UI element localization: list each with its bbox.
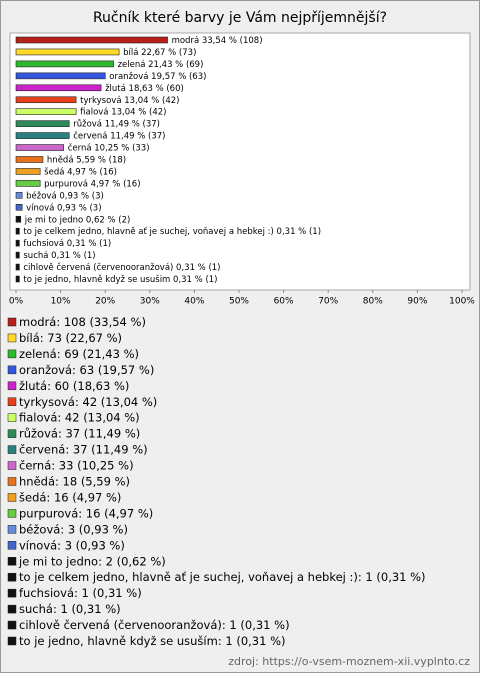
legend-swatch	[7, 445, 17, 454]
legend-label: fuchsiová: 1 (0,31 %)	[19, 586, 142, 600]
bar-label: šedá 4,97 % (16)	[44, 166, 117, 177]
source: zdroj: https://o-vsem-moznem-xii.vyplnto…	[228, 655, 470, 668]
chart-title: Ručník které barvy je Vám nejpříjemnější…	[93, 10, 387, 26]
bar	[15, 132, 70, 139]
bar-label: to je jedno, hlavně když se usušim 0,31 …	[23, 274, 217, 285]
legend-swatch	[7, 349, 17, 359]
bar-label: suchá 0,31 % (1)	[23, 251, 95, 261]
bar	[15, 192, 23, 199]
legend-label: černá: 33 (10,25 %)	[19, 459, 134, 473]
bar	[15, 144, 65, 151]
legend-label: modrá: 108 (33,54 %)	[19, 315, 146, 329]
bar	[15, 72, 106, 80]
x-tick-label: 0%	[9, 297, 24, 307]
x-tick-label: 10%	[51, 297, 71, 307]
bar	[15, 275, 20, 283]
legend-swatch	[7, 604, 17, 614]
bar-label: je mi to jedno 0,62 % (2)	[24, 215, 131, 225]
bar-label: cihlově červená (červenooranžová) 0,31 %…	[23, 262, 220, 273]
bar-label: béžová 0,93 % (3)	[26, 190, 104, 201]
x-tick-label: 40%	[184, 297, 204, 307]
bar-label: oranžová 19,57 % (63)	[109, 72, 206, 82]
legend-swatch	[7, 509, 17, 518]
x-tick-label: 30%	[140, 297, 160, 307]
bar-label: fuchsiová 0,31 % (1)	[23, 239, 111, 249]
bar-label: hnědá 5,59 % (18)	[47, 156, 126, 166]
bar	[15, 120, 70, 127]
legend-swatch	[7, 588, 17, 598]
bar	[15, 204, 23, 211]
legend-swatch	[7, 636, 17, 646]
legend-swatch	[7, 477, 17, 486]
legend-label: fialová: 42 (13,04 %)	[19, 411, 140, 425]
legend-label: červená: 37 (11,49 %)	[19, 443, 148, 457]
bar	[15, 48, 120, 56]
bar	[15, 239, 20, 247]
legend-swatch	[7, 461, 17, 470]
bar	[15, 215, 22, 223]
bar	[15, 36, 168, 44]
legend-label: béžová: 3 (0,93 %)	[19, 522, 128, 536]
bar-label: červená 11,49 % (37)	[73, 131, 165, 142]
legend-swatch	[7, 429, 17, 438]
legend-swatch	[7, 525, 17, 534]
legend-swatch	[7, 620, 17, 630]
bar-label: zelená 21,43 % (69)	[118, 60, 204, 70]
legend-label: hnědá: 18 (5,59 %)	[19, 475, 130, 489]
bar	[15, 263, 20, 271]
legend-label: bílá: 73 (22,67 %)	[19, 331, 122, 345]
bar	[15, 251, 20, 259]
legend-swatch	[7, 413, 17, 422]
bar-label: to je celkem jedno, hlavně ať je suchej,…	[23, 226, 321, 237]
bar-label: fialová 13,04 % (42)	[80, 108, 166, 118]
legend-swatch	[7, 365, 17, 375]
legend-swatch	[7, 333, 17, 343]
bar	[15, 84, 102, 92]
legend-swatch	[7, 541, 17, 550]
x-tick-label: 70%	[318, 297, 338, 307]
bar-label: modrá 33,54 % (108)	[172, 36, 263, 46]
bar	[15, 180, 41, 187]
x-tick-label: 20%	[95, 297, 115, 307]
legend-swatch	[7, 397, 17, 406]
legend-label: purpurová: 16 (4,97 %)	[19, 506, 153, 520]
bar	[15, 108, 77, 115]
legend-label: tyrkysová: 42 (13,04 %)	[19, 395, 157, 409]
legend-label: suchá: 1 (0,31 %)	[19, 602, 121, 616]
bar-label: tyrkysová 13,04 % (42)	[80, 96, 179, 106]
bar-label: purpurová 4,97 % (16)	[44, 179, 140, 189]
legend-swatch	[7, 381, 17, 391]
legend-label: vínová: 3 (0,93 %)	[19, 538, 125, 552]
x-tick-label: 50%	[229, 297, 249, 307]
bar	[15, 60, 114, 68]
bar-label: žlutá 18,63 % (60)	[105, 84, 184, 94]
legend-swatch	[7, 572, 17, 582]
legend-label: je mi to jedno: 2 (0,62 %)	[18, 554, 166, 568]
legend-swatch	[7, 317, 17, 327]
bar	[15, 156, 44, 163]
legend-swatch	[7, 493, 17, 502]
x-tick-label: 90%	[407, 297, 427, 307]
bar	[15, 96, 77, 104]
x-tick-label: 80%	[363, 297, 383, 307]
legend-label: cihlově červená (červenooranžová): 1 (0,…	[19, 618, 290, 632]
x-tick-label: 100%	[449, 297, 475, 307]
x-tick-label: 60%	[274, 297, 294, 307]
legend-label: to je jedno, hlavně když se usuším: 1 (0…	[19, 634, 286, 648]
bar	[15, 227, 20, 235]
bar-label: bílá 22,67 % (73)	[123, 48, 196, 58]
legend-label: žlutá: 60 (18,63 %)	[19, 379, 129, 393]
legend-label: šedá: 16 (4,97 %)	[19, 490, 121, 504]
legend-swatch	[7, 557, 17, 566]
legend-label: zelená: 69 (21,43 %)	[19, 347, 139, 361]
bar-label: černá 10,25 % (33)	[68, 143, 150, 154]
bar	[15, 168, 41, 175]
legend-label: oranžová: 63 (19,57 %)	[19, 363, 154, 377]
legend-label: to je celkem jedno, hlavně ať je suchej,…	[19, 570, 426, 584]
bar-label: růžová 11,49 % (37)	[73, 119, 160, 130]
legend-label: růžová: 37 (11,49 %)	[19, 427, 140, 441]
bar-label: vínová 0,93 % (3)	[26, 203, 101, 213]
